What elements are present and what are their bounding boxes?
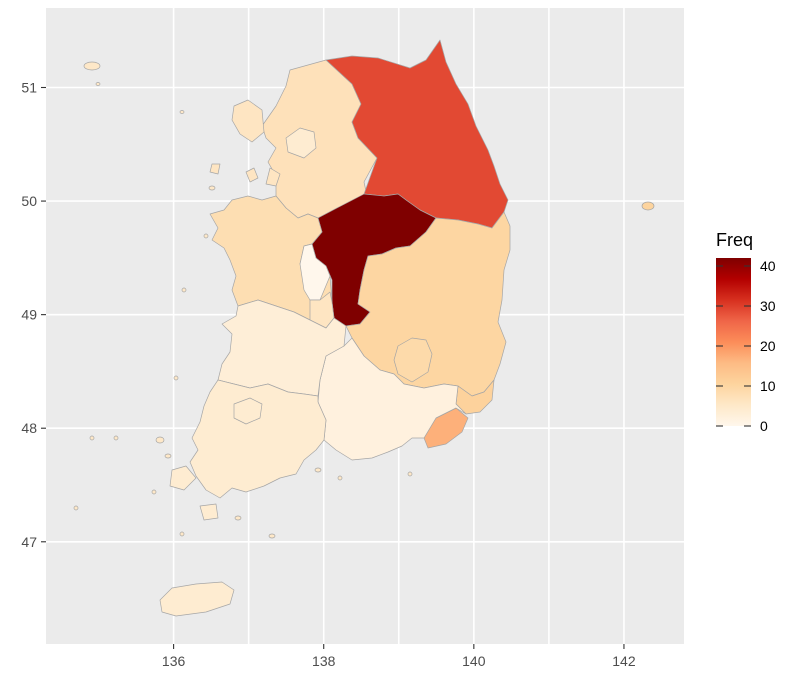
y-tick-label: 47: [21, 534, 37, 550]
x-axis: 136 138 140 142: [162, 644, 636, 669]
x-tick-label: 138: [312, 653, 336, 669]
island: [155, 436, 165, 444]
island: [73, 505, 79, 511]
x-tick-label: 140: [462, 653, 486, 669]
legend-title: Freq: [716, 230, 753, 250]
island: [407, 471, 413, 477]
legend-ticks: 0 10 20 30 40: [716, 258, 776, 434]
island: [181, 287, 187, 293]
y-axis: 47 48 49 50 51: [21, 80, 46, 550]
map-regions: [73, 39, 655, 617]
island: [89, 435, 95, 441]
legend-tick-label: 20: [760, 338, 776, 354]
island: [173, 375, 179, 381]
region-jeonnam: [169, 379, 327, 521]
y-tick-label: 48: [21, 420, 37, 436]
region-busan: [423, 407, 469, 449]
island: [234, 515, 242, 521]
region-sejong: [299, 243, 331, 301]
island: [268, 533, 276, 539]
island: [164, 453, 172, 459]
legend-colorbar: [716, 258, 751, 426]
legend-tick-label: 0: [760, 418, 768, 434]
island: [314, 467, 322, 473]
island: [203, 233, 209, 239]
island: [641, 201, 655, 211]
island: [179, 110, 185, 114]
region-gyeongnam: [317, 337, 467, 461]
region-daegu: [393, 337, 433, 383]
legend-tick-label: 10: [760, 378, 776, 394]
y-tick-label: 49: [21, 307, 37, 323]
legend-tick-label: 40: [760, 258, 776, 274]
island: [337, 475, 343, 481]
region-seoul: [285, 127, 317, 159]
x-tick-label: 136: [162, 653, 186, 669]
region-incheon: [209, 99, 281, 187]
island: [151, 489, 157, 495]
x-tick-label: 142: [612, 653, 636, 669]
island: [83, 61, 101, 71]
legend: Freq 0 10 20 30 40: [716, 230, 776, 434]
y-tick-label: 51: [21, 80, 37, 96]
island: [179, 531, 185, 537]
island: [113, 435, 119, 441]
region-jeju: [159, 581, 235, 617]
legend-tick-label: 30: [760, 298, 776, 314]
region-gwangju: [233, 397, 263, 425]
island: [208, 185, 216, 191]
island: [95, 82, 101, 86]
y-tick-label: 50: [21, 193, 37, 209]
